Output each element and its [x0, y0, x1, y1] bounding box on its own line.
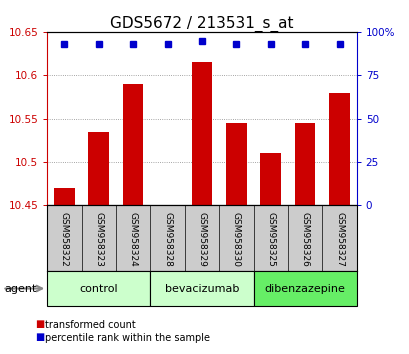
Text: GSM958328: GSM958328	[163, 212, 172, 267]
Text: ■: ■	[35, 319, 44, 329]
Bar	[54, 188, 74, 205]
Title: GDS5672 / 213531_s_at: GDS5672 / 213531_s_at	[110, 16, 293, 32]
Text: percentile rank within the sample: percentile rank within the sample	[45, 333, 209, 343]
Text: GSM958326: GSM958326	[300, 212, 309, 267]
Bar	[191, 62, 212, 205]
Bar	[294, 123, 315, 205]
Text: transformed count: transformed count	[45, 320, 135, 330]
Text: bevacizumab: bevacizumab	[164, 284, 238, 293]
Text: control: control	[79, 284, 118, 293]
Bar	[328, 92, 349, 205]
Text: GSM958330: GSM958330	[231, 212, 240, 267]
Text: ■: ■	[35, 332, 44, 342]
Text: GSM958329: GSM958329	[197, 212, 206, 267]
Bar	[88, 132, 109, 205]
Text: GSM958324: GSM958324	[128, 212, 137, 267]
FancyBboxPatch shape	[150, 271, 253, 306]
Bar	[123, 84, 143, 205]
FancyBboxPatch shape	[47, 271, 150, 306]
Text: GSM958327: GSM958327	[334, 212, 343, 267]
FancyBboxPatch shape	[253, 271, 356, 306]
Text: GSM958323: GSM958323	[94, 212, 103, 267]
Text: dibenzazepine: dibenzazepine	[264, 284, 345, 293]
Bar	[260, 153, 280, 205]
Text: GSM958325: GSM958325	[265, 212, 274, 267]
Text: GSM958322: GSM958322	[60, 212, 69, 267]
Text: agent: agent	[4, 284, 36, 293]
Bar	[225, 123, 246, 205]
